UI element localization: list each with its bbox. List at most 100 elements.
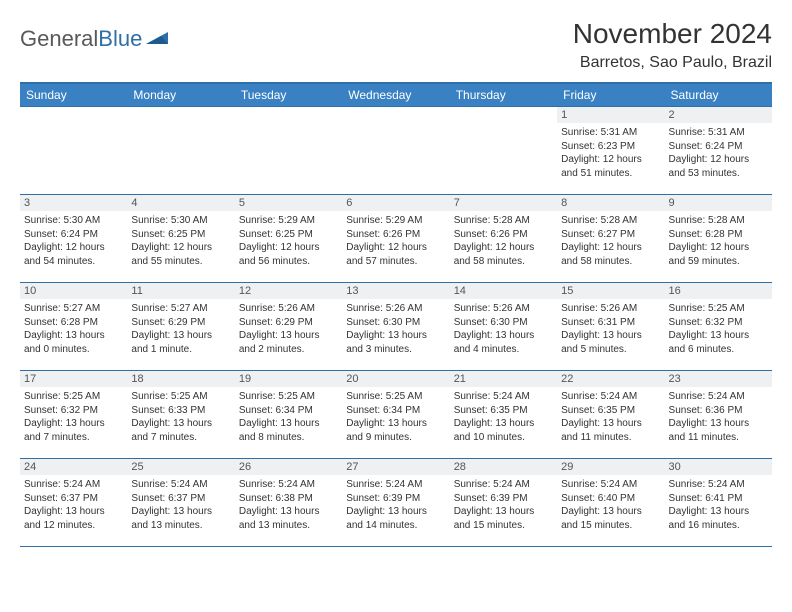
sunset-text: Sunset: 6:28 PM [669,228,768,242]
sunrise-text: Sunrise: 5:24 AM [24,478,123,492]
day-number: 12 [235,283,342,299]
day-number: 4 [127,195,234,211]
sunrise-text: Sunrise: 5:26 AM [561,302,660,316]
day-content: Sunrise: 5:26 AMSunset: 6:30 PMDaylight:… [450,299,557,358]
day-number: 26 [235,459,342,475]
day-number: 19 [235,371,342,387]
day-content: Sunrise: 5:24 AMSunset: 6:38 PMDaylight:… [235,475,342,534]
sunrise-text: Sunrise: 5:27 AM [131,302,230,316]
day-number: 1 [557,107,664,123]
day-number: 6 [342,195,449,211]
daylight-text: Daylight: 13 hours and 4 minutes. [454,329,553,356]
day-number: 23 [665,371,772,387]
day-content: Sunrise: 5:28 AMSunset: 6:27 PMDaylight:… [557,211,664,270]
day-number: 22 [557,371,664,387]
daylight-text: Daylight: 13 hours and 13 minutes. [239,505,338,532]
day-number: 24 [20,459,127,475]
weekday-header: Tuesday [235,83,342,107]
daylight-text: Daylight: 13 hours and 7 minutes. [24,417,123,444]
sunrise-text: Sunrise: 5:31 AM [561,126,660,140]
sunset-text: Sunset: 6:39 PM [346,492,445,506]
daylight-text: Daylight: 12 hours and 56 minutes. [239,241,338,268]
sunset-text: Sunset: 6:31 PM [561,316,660,330]
day-content: Sunrise: 5:27 AMSunset: 6:29 PMDaylight:… [127,299,234,358]
sunset-text: Sunset: 6:33 PM [131,404,230,418]
calendar-cell: 23Sunrise: 5:24 AMSunset: 6:36 PMDayligh… [665,371,772,459]
day-number: 15 [557,283,664,299]
sunset-text: Sunset: 6:23 PM [561,140,660,154]
weekday-header: Sunday [20,83,127,107]
day-content: Sunrise: 5:25 AMSunset: 6:34 PMDaylight:… [235,387,342,446]
sunset-text: Sunset: 6:25 PM [239,228,338,242]
day-number: 16 [665,283,772,299]
day-content: Sunrise: 5:31 AMSunset: 6:23 PMDaylight:… [557,123,664,182]
day-number: 2 [665,107,772,123]
sunrise-text: Sunrise: 5:29 AM [239,214,338,228]
sunrise-text: Sunrise: 5:28 AM [669,214,768,228]
calendar-cell: 10Sunrise: 5:27 AMSunset: 6:28 PMDayligh… [20,283,127,371]
title-block: November 2024 Barretos, Sao Paulo, Brazi… [573,18,772,72]
daylight-text: Daylight: 12 hours and 57 minutes. [346,241,445,268]
day-number: 25 [127,459,234,475]
day-content: Sunrise: 5:26 AMSunset: 6:30 PMDaylight:… [342,299,449,358]
sunrise-text: Sunrise: 5:25 AM [346,390,445,404]
sunset-text: Sunset: 6:40 PM [561,492,660,506]
calendar-cell: 22Sunrise: 5:24 AMSunset: 6:35 PMDayligh… [557,371,664,459]
daylight-text: Daylight: 13 hours and 5 minutes. [561,329,660,356]
weekday-header: Monday [127,83,234,107]
day-number: 9 [665,195,772,211]
calendar-cell [450,107,557,195]
calendar-cell: 25Sunrise: 5:24 AMSunset: 6:37 PMDayligh… [127,459,234,547]
sunrise-text: Sunrise: 5:30 AM [24,214,123,228]
calendar-table: Sunday Monday Tuesday Wednesday Thursday… [20,82,772,547]
sunset-text: Sunset: 6:26 PM [346,228,445,242]
weekday-header: Saturday [665,83,772,107]
daylight-text: Daylight: 13 hours and 9 minutes. [346,417,445,444]
calendar-cell: 24Sunrise: 5:24 AMSunset: 6:37 PMDayligh… [20,459,127,547]
day-content: Sunrise: 5:28 AMSunset: 6:28 PMDaylight:… [665,211,772,270]
calendar-cell: 16Sunrise: 5:25 AMSunset: 6:32 PMDayligh… [665,283,772,371]
calendar-cell: 26Sunrise: 5:24 AMSunset: 6:38 PMDayligh… [235,459,342,547]
calendar-cell: 11Sunrise: 5:27 AMSunset: 6:29 PMDayligh… [127,283,234,371]
sunset-text: Sunset: 6:24 PM [669,140,768,154]
daylight-text: Daylight: 12 hours and 58 minutes. [454,241,553,268]
calendar-cell: 21Sunrise: 5:24 AMSunset: 6:35 PMDayligh… [450,371,557,459]
logo-triangle-icon [146,30,170,51]
day-number: 28 [450,459,557,475]
daylight-text: Daylight: 13 hours and 0 minutes. [24,329,123,356]
header: GeneralBlue November 2024 Barretos, Sao … [20,18,772,72]
day-number: 18 [127,371,234,387]
sunrise-text: Sunrise: 5:28 AM [454,214,553,228]
day-content: Sunrise: 5:28 AMSunset: 6:26 PMDaylight:… [450,211,557,270]
day-number: 20 [342,371,449,387]
calendar-row: 1Sunrise: 5:31 AMSunset: 6:23 PMDaylight… [20,107,772,195]
calendar-cell: 6 Sunrise: 5:29 AMSunset: 6:26 PMDaylight… [342,195,449,283]
day-content: Sunrise: 5:24 AMSunset: 6:36 PMDaylight:… [665,387,772,446]
daylight-text: Daylight: 13 hours and 1 minute. [131,329,230,356]
sunrise-text: Sunrise: 5:26 AM [346,302,445,316]
day-content: Sunrise: 5:25 AMSunset: 6:32 PMDaylight:… [20,387,127,446]
calendar-cell: 18Sunrise: 5:25 AMSunset: 6:33 PMDayligh… [127,371,234,459]
sunset-text: Sunset: 6:37 PM [131,492,230,506]
calendar-cell: 28Sunrise: 5:24 AMSunset: 6:39 PMDayligh… [450,459,557,547]
sunrise-text: Sunrise: 5:28 AM [561,214,660,228]
calendar-row: 17Sunrise: 5:25 AMSunset: 6:32 PMDayligh… [20,371,772,459]
sunset-text: Sunset: 6:25 PM [131,228,230,242]
sunrise-text: Sunrise: 5:27 AM [24,302,123,316]
day-number: 30 [665,459,772,475]
weekday-header: Wednesday [342,83,449,107]
calendar-cell: 19Sunrise: 5:25 AMSunset: 6:34 PMDayligh… [235,371,342,459]
sunrise-text: Sunrise: 5:25 AM [239,390,338,404]
calendar-cell: 14Sunrise: 5:26 AMSunset: 6:30 PMDayligh… [450,283,557,371]
sunset-text: Sunset: 6:36 PM [669,404,768,418]
day-content: Sunrise: 5:24 AMSunset: 6:39 PMDaylight:… [342,475,449,534]
location: Barretos, Sao Paulo, Brazil [573,54,772,72]
sunrise-text: Sunrise: 5:24 AM [239,478,338,492]
daylight-text: Daylight: 13 hours and 11 minutes. [669,417,768,444]
sunrise-text: Sunrise: 5:25 AM [669,302,768,316]
sunrise-text: Sunrise: 5:25 AM [131,390,230,404]
sunrise-text: Sunrise: 5:29 AM [346,214,445,228]
day-content: Sunrise: 5:25 AMSunset: 6:33 PMDaylight:… [127,387,234,446]
daylight-text: Daylight: 13 hours and 7 minutes. [131,417,230,444]
sunrise-text: Sunrise: 5:24 AM [669,390,768,404]
